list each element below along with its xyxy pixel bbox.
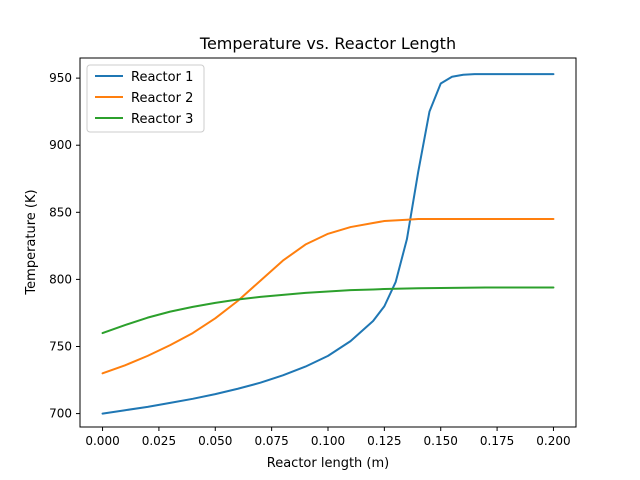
x-tick-label: 0.050 (198, 434, 232, 448)
y-tick-label: 850 (49, 205, 72, 219)
x-tick-label: 0.025 (142, 434, 176, 448)
legend-label-3: Reactor 3 (131, 112, 193, 127)
series-layer (101, 73, 555, 415)
y-tick-label: 950 (49, 71, 72, 85)
x-tick-label: 0.100 (311, 434, 345, 448)
y-tick-label: 750 (49, 339, 72, 353)
x-axis: 0.000 0.025 0.050 0.075 0.100 0.125 0.150 0.175… (85, 427, 571, 448)
y-axis-label: Temperature (K) (24, 189, 39, 295)
x-tick-label: 0.000 (85, 434, 119, 448)
x-tick-label: 0.075 (254, 434, 288, 448)
legend-label-2: Reactor 2 (131, 91, 193, 106)
chart-title: Temperature vs. Reactor Length (199, 34, 456, 53)
x-tick-label: 0.200 (536, 434, 570, 448)
y-tick-label: 900 (49, 138, 72, 152)
series-line-2 (101, 218, 555, 375)
x-axis-label: Reactor length (m) (267, 456, 389, 471)
y-axis: 700 750 800 850 900 950 (49, 71, 80, 421)
series-line-1 (101, 73, 555, 415)
y-tick-label: 700 (49, 407, 72, 421)
legend: Reactor 1 Reactor 2 Reactor 3 (86, 64, 205, 133)
legend-label-1: Reactor 1 (131, 70, 193, 85)
x-tick-label: 0.175 (480, 434, 514, 448)
legend-box (86, 64, 205, 133)
x-tick-label: 0.150 (424, 434, 458, 448)
series-line-3 (101, 286, 555, 335)
y-tick-label: 800 (49, 272, 72, 286)
x-tick-label: 0.125 (367, 434, 401, 448)
